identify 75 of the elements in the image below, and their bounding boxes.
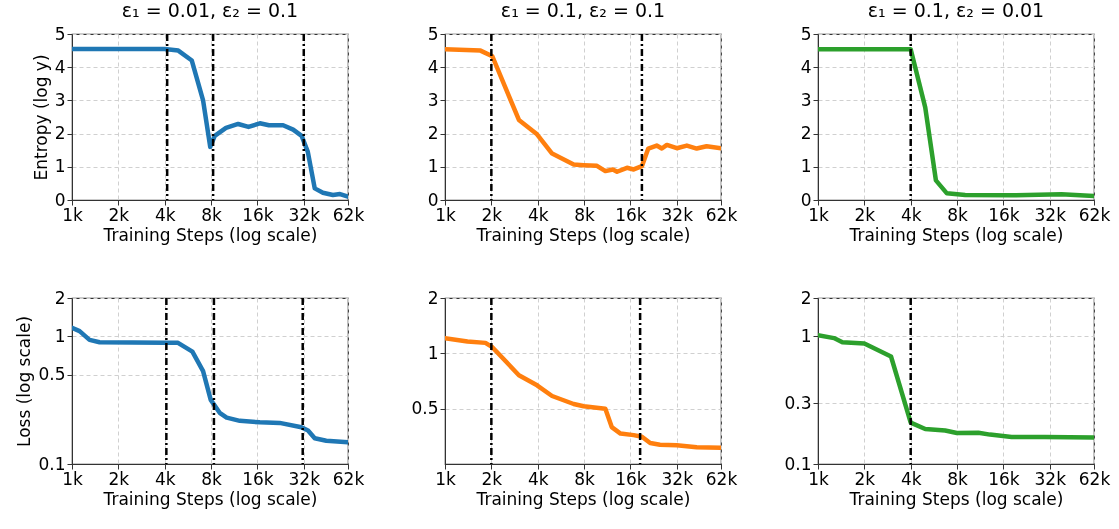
x-tick-label: 2k	[481, 468, 503, 489]
x-tick-label: 16k	[615, 468, 647, 489]
x-tick-label: 1k	[62, 204, 83, 225]
x-tick-label: 62k	[1078, 204, 1111, 225]
x-axis-title: Training Steps (log scale)	[848, 224, 1064, 245]
y-tick-label: 1	[54, 156, 66, 177]
x-axis-title: Training Steps (log scale)	[848, 488, 1064, 509]
y-tick-label: 1	[427, 156, 439, 177]
x-tick-label: 32k	[1034, 204, 1067, 225]
y-tick-label: 1	[800, 156, 812, 177]
x-tick-label: 8k	[947, 204, 969, 225]
y-tick-label: 3	[800, 89, 812, 110]
x-tick-label: 1k	[435, 468, 456, 489]
x-tick-label: 16k	[615, 204, 647, 225]
x-tick-label: 8k	[201, 468, 223, 489]
y-axis-title: Entropy (log y)	[30, 54, 51, 181]
x-tick-label: 4k	[154, 468, 176, 489]
x-tick-label: 2k	[108, 204, 130, 225]
x-tick-label: 2k	[481, 204, 503, 225]
y-tick-label: 2	[427, 287, 439, 308]
x-tick-label: 16k	[242, 204, 274, 225]
x-tick-label: 16k	[242, 468, 274, 489]
x-tick-label: 2k	[108, 468, 130, 489]
chart-title: ε₁ = 0.1, ε₂ = 0.01	[867, 0, 1045, 21]
x-tick-label: 16k	[988, 204, 1020, 225]
chart-title: ε₁ = 0.1, ε₂ = 0.1	[500, 0, 666, 21]
x-tick-label: 62k	[1078, 468, 1111, 489]
x-tick-label: 62k	[705, 204, 738, 225]
y-tick-label: 1	[54, 325, 66, 346]
y-tick-label: 1	[427, 342, 439, 363]
x-tick-label: 32k	[1034, 468, 1067, 489]
y-tick-label: 2	[800, 123, 812, 144]
y-tick-label: 2	[54, 287, 66, 308]
y-tick-label: 2	[54, 123, 66, 144]
x-tick-label: 32k	[661, 204, 694, 225]
x-tick-label: 62k	[705, 468, 738, 489]
y-tick-label: 4	[800, 56, 812, 77]
x-axis-title: Training Steps (log scale)	[475, 488, 691, 509]
y-tick-label: 5	[427, 23, 439, 44]
x-tick-label: 62k	[332, 204, 365, 225]
x-tick-label: 32k	[288, 468, 321, 489]
x-axis-title: Training Steps (log scale)	[102, 224, 318, 245]
x-axis-title: Training Steps (log scale)	[475, 224, 691, 245]
y-tick-label: 4	[427, 56, 439, 77]
y-tick-label: 4	[54, 56, 66, 77]
y-tick-label: 0.5	[38, 364, 66, 385]
x-tick-label: 8k	[574, 468, 596, 489]
x-tick-label: 4k	[900, 204, 922, 225]
x-tick-label: 4k	[527, 204, 549, 225]
y-tick-label: 3	[427, 89, 439, 110]
y-axis-title: Loss (log scale)	[14, 315, 35, 448]
x-tick-label: 1k	[435, 204, 456, 225]
x-tick-label: 1k	[808, 204, 829, 225]
x-tick-label: 8k	[947, 468, 969, 489]
x-axis-title: Training Steps (log scale)	[102, 488, 318, 509]
y-tick-label: 0.3	[784, 392, 812, 413]
x-tick-label: 8k	[201, 204, 223, 225]
x-tick-label: 2k	[854, 204, 876, 225]
chart-title: ε₁ = 0.01, ε₂ = 0.1	[121, 0, 299, 21]
x-tick-label: 4k	[527, 468, 549, 489]
y-tick-label: 1	[800, 325, 812, 346]
y-tick-label: 2	[800, 287, 812, 308]
y-tick-label: 0.5	[411, 398, 439, 419]
y-tick-label: 5	[800, 23, 812, 44]
x-tick-label: 62k	[332, 468, 365, 489]
x-tick-label: 4k	[154, 204, 176, 225]
y-tick-label: 5	[54, 23, 66, 44]
x-tick-label: 8k	[574, 204, 596, 225]
y-tick-label: 3	[54, 89, 66, 110]
x-tick-label: 16k	[988, 468, 1020, 489]
x-tick-label: 32k	[288, 204, 321, 225]
x-tick-label: 32k	[661, 468, 694, 489]
x-tick-label: 4k	[900, 468, 922, 489]
y-tick-label: 2	[427, 123, 439, 144]
x-tick-label: 2k	[854, 468, 876, 489]
